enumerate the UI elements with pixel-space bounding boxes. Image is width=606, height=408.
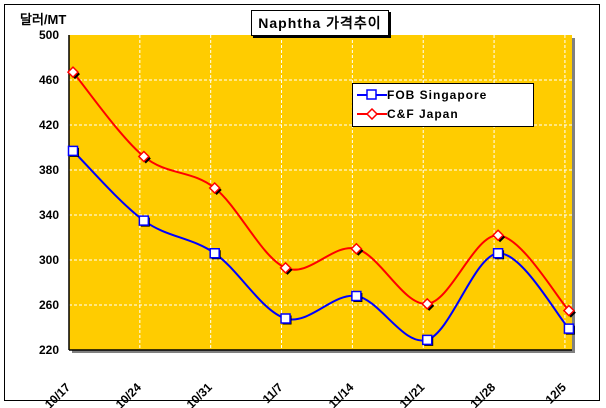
x-tick-label: 12/5 xyxy=(543,380,570,407)
data-point-square xyxy=(67,145,79,157)
y-tick-label: 380 xyxy=(39,163,59,177)
chart-frame xyxy=(4,4,600,401)
x-tick-label: 10/17 xyxy=(42,380,73,408)
y-tick-label: 460 xyxy=(39,73,59,87)
legend-item-fob: FOB Singapore xyxy=(357,86,487,104)
legend-item-cf: C&F Japan xyxy=(357,105,459,123)
series-line-1 xyxy=(72,71,570,312)
x-tick-label: 11/28 xyxy=(468,380,499,408)
data-point-square xyxy=(563,323,575,334)
data-point-square xyxy=(421,334,433,346)
data-point-diamond xyxy=(350,242,363,255)
legend-label: C&F Japan xyxy=(387,107,459,121)
data-point-diamond xyxy=(492,229,505,242)
legend-label: FOB Singapore xyxy=(387,88,488,102)
y-tick-label: 420 xyxy=(39,118,59,132)
data-point-square xyxy=(209,248,220,259)
data-point-diamond xyxy=(208,181,221,195)
x-tick-label: 10/31 xyxy=(184,380,215,408)
legend-marker-diamond-icon xyxy=(357,108,387,120)
data-point-square xyxy=(351,290,362,302)
data-point-diamond xyxy=(137,150,150,163)
y-tick-label: 300 xyxy=(39,253,59,267)
data-point-diamond xyxy=(279,261,292,274)
data-point-diamond xyxy=(66,66,80,79)
x-tick-label: 11/21 xyxy=(397,380,428,408)
y-tick-label: 260 xyxy=(39,298,59,312)
y-tick-label: 220 xyxy=(39,343,59,357)
legend: FOB Singapore C&F Japan xyxy=(352,83,534,127)
data-point-diamond xyxy=(562,304,575,317)
y-tick-label: 340 xyxy=(39,208,59,222)
y-tick-label: 500 xyxy=(39,28,59,42)
y-axis-label: 달러/MT xyxy=(20,12,67,27)
x-tick-label: 10/24 xyxy=(113,380,144,408)
legend-marker-square-icon xyxy=(357,89,387,100)
x-tick-label: 11/14 xyxy=(326,380,357,408)
data-point-square xyxy=(280,313,291,324)
data-point-square xyxy=(492,248,504,259)
chart-title: Naphtha 가격추이 xyxy=(251,10,389,36)
data-point-diamond xyxy=(421,297,434,310)
x-tick-label: 11/7 xyxy=(260,380,286,406)
data-point-square xyxy=(138,215,150,226)
